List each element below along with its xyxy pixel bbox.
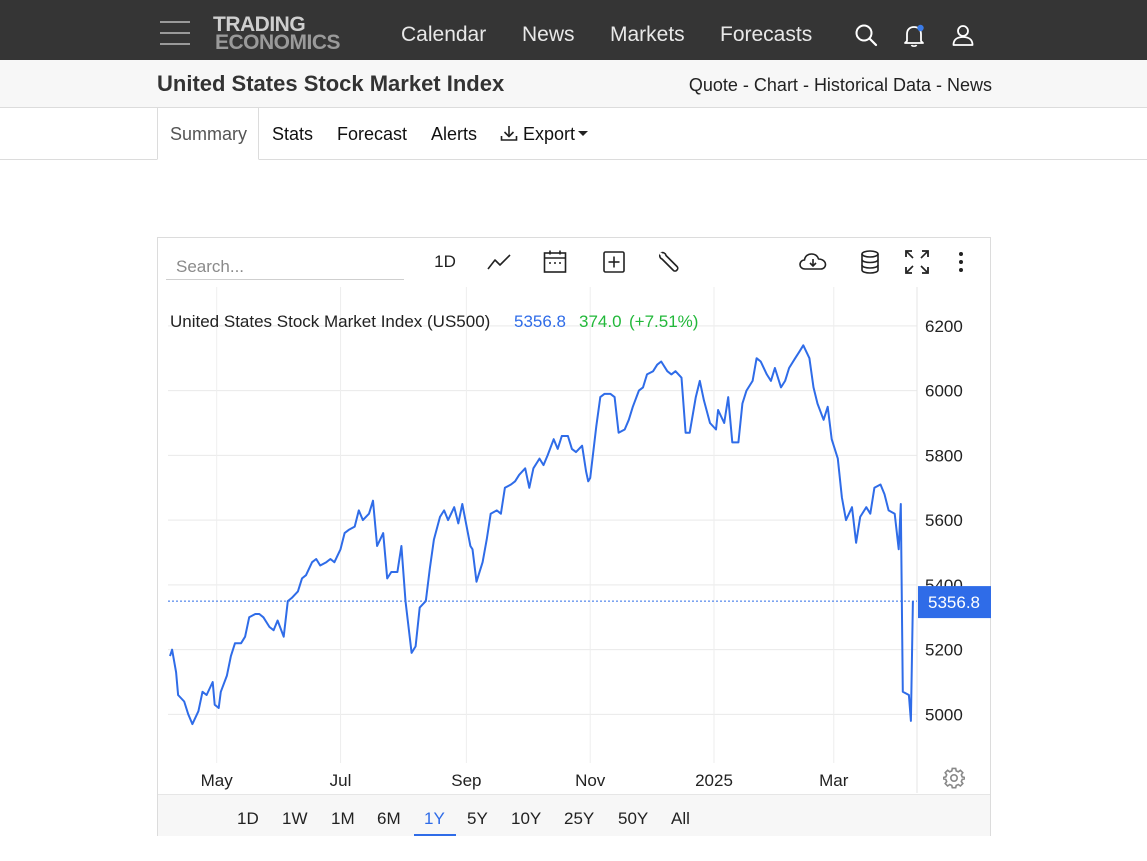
x-tick-label: 2025: [695, 771, 733, 790]
x-tick-label: Jul: [330, 771, 352, 790]
x-tick-label: Mar: [819, 771, 849, 790]
range-1w[interactable]: 1W: [282, 809, 308, 828]
title-bar: [0, 60, 1147, 108]
bell-icon[interactable]: [901, 22, 927, 48]
nav-forecasts[interactable]: Forecasts: [720, 23, 813, 46]
x-tick-label: May: [201, 771, 234, 790]
legend-change-pct: (+7.51%): [629, 312, 698, 331]
add-box-icon[interactable]: [601, 249, 627, 275]
nav-markets[interactable]: Markets: [610, 23, 685, 46]
x-tick-label: Nov: [575, 771, 606, 790]
link-news[interactable]: News: [946, 75, 992, 95]
calendar-icon[interactable]: [542, 249, 568, 275]
y-tick-label: 6200: [925, 317, 963, 336]
link-separator: -: [802, 75, 809, 95]
line-chart-icon[interactable]: [486, 249, 512, 275]
more-vert-icon[interactable]: [950, 249, 972, 275]
link-quote[interactable]: Quote: [688, 75, 738, 95]
symbol-search-input[interactable]: [166, 250, 404, 280]
database-icon[interactable]: [857, 249, 883, 275]
tab-export[interactable]: Export: [500, 123, 589, 145]
menu-icon[interactable]: [160, 21, 190, 45]
nav-news[interactable]: News: [522, 23, 575, 46]
wrench-icon[interactable]: [656, 249, 682, 275]
nav-calendar[interactable]: Calendar: [401, 23, 487, 46]
tab-summary[interactable]: Summary: [170, 124, 248, 144]
logo[interactable]: TRADING ECONOMICS: [213, 14, 358, 54]
download-icon: [500, 126, 518, 141]
search-icon[interactable]: [853, 22, 879, 48]
cloud-download-icon[interactable]: [798, 249, 828, 275]
legend-last-value: 5356.8: [514, 312, 566, 331]
y-tick-label: 5800: [925, 446, 963, 465]
y-tick-label: 6000: [925, 382, 963, 401]
last-price-badge: [918, 586, 991, 619]
caret-down-icon: [578, 131, 589, 137]
fullscreen-icon[interactable]: [904, 249, 930, 275]
x-axis: May Jul Sep Nov 2025 Mar: [201, 771, 849, 790]
x-tick-label: Sep: [451, 771, 481, 790]
last-price-label: 5356.8: [928, 593, 980, 612]
range-1m[interactable]: 1M: [331, 809, 355, 828]
active-tab-frame: [157, 107, 259, 160]
active-range-underline: [414, 834, 456, 836]
chart-grid: [168, 287, 917, 763]
y-tick-label: 5000: [925, 705, 963, 724]
range-50y[interactable]: 50Y: [618, 809, 649, 828]
user-icon[interactable]: [950, 22, 976, 48]
y-tick-label: 5200: [925, 641, 963, 660]
range-25y[interactable]: 25Y: [564, 809, 595, 828]
range-5y[interactable]: 5Y: [467, 809, 488, 828]
tab-bar: [0, 107, 1147, 160]
top-navigation-bar: [0, 0, 1147, 60]
link-separator: -: [935, 75, 942, 95]
settings-gear-icon[interactable]: [943, 767, 965, 789]
legend: United States Stock Market Index (US500)…: [170, 312, 698, 331]
export-label: Export: [523, 124, 576, 144]
tab-alerts[interactable]: Alerts: [431, 124, 478, 144]
y-tick-label: 5600: [925, 511, 963, 530]
series-line: [169, 344, 914, 726]
link-chart[interactable]: Chart: [753, 75, 798, 95]
legend-title: United States Stock Market Index (US500): [170, 312, 490, 331]
logo-line1: TRADING: [213, 13, 306, 36]
tab-forecast[interactable]: Forecast: [337, 124, 408, 144]
tab-stats[interactable]: Stats: [272, 124, 314, 144]
logo-line2: ECONOMICS: [215, 31, 341, 54]
page-title: United States Stock Market Index: [157, 71, 505, 96]
interval-button[interactable]: 1D: [428, 249, 462, 275]
range-1d[interactable]: 1D: [237, 809, 259, 828]
range-all[interactable]: All: [671, 809, 690, 828]
legend-change: 374.0: [579, 312, 622, 331]
interval-label: 1D: [434, 252, 456, 271]
link-separator: -: [742, 75, 749, 95]
range-1y[interactable]: 1Y: [424, 809, 445, 828]
range-6m[interactable]: 6M: [377, 809, 401, 828]
link-historical-data[interactable]: Historical Data: [813, 75, 931, 95]
range-10y[interactable]: 10Y: [511, 809, 542, 828]
range-selector: [158, 794, 990, 836]
quick-links: Quote - Chart - Historical Data - News: [689, 75, 992, 95]
